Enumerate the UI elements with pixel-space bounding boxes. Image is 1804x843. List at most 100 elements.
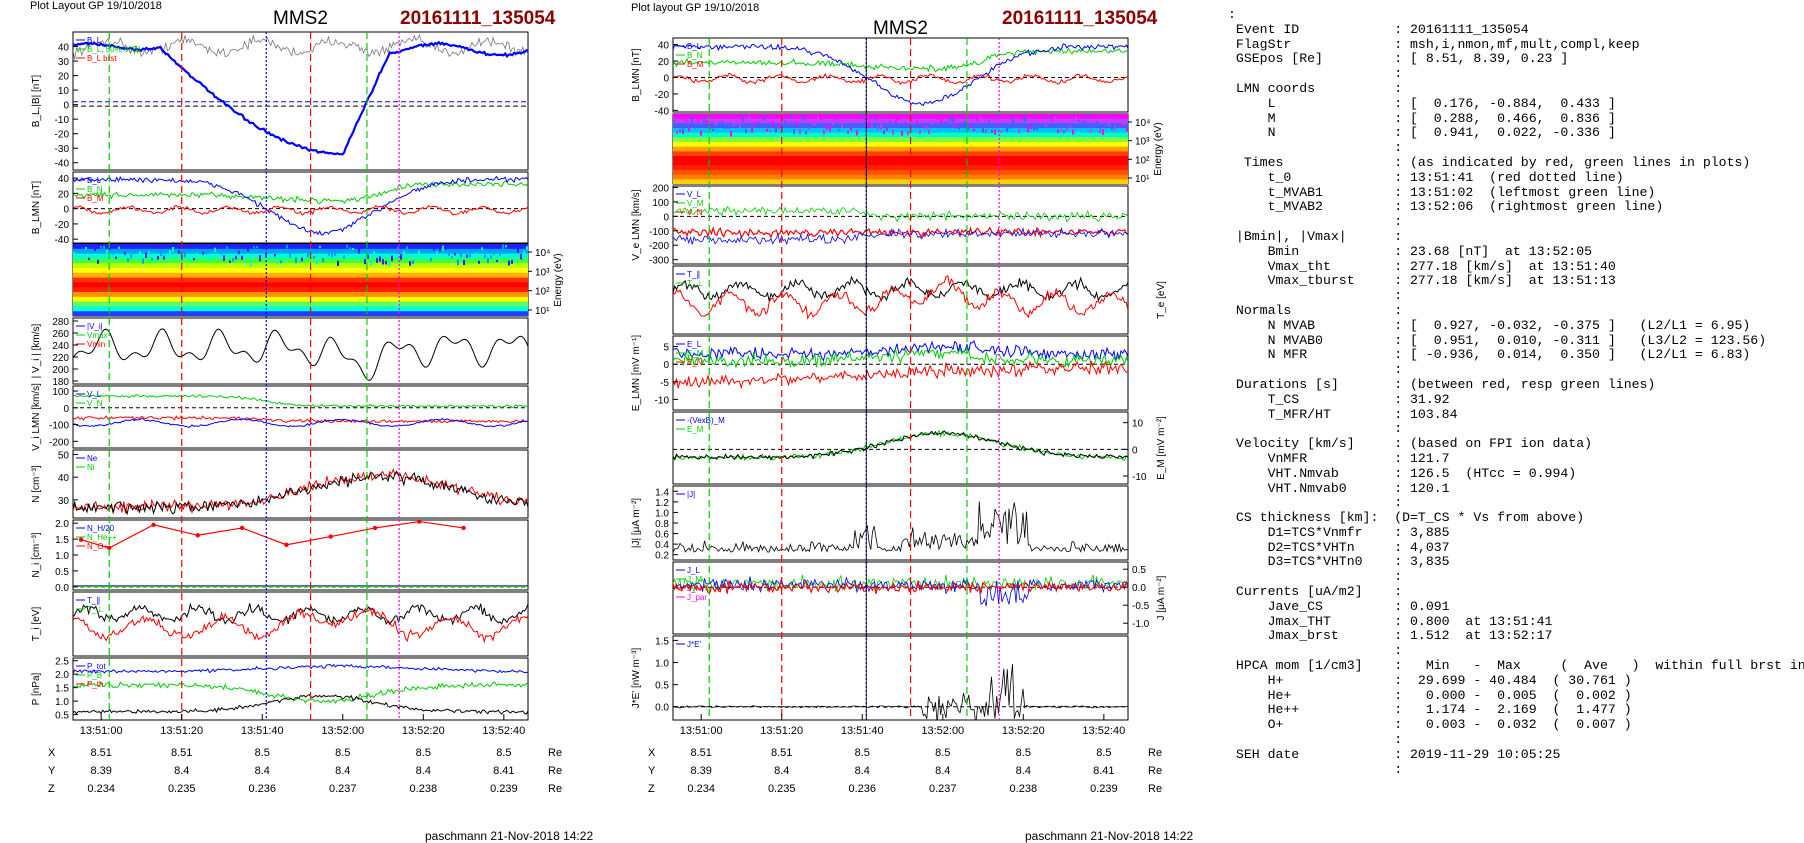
- spectrogram-speckle: [952, 117, 954, 123]
- xtick-label: 13:51:20: [160, 725, 203, 737]
- ytick-label: 0.0: [55, 583, 69, 594]
- ytick-label: 30: [58, 496, 70, 507]
- spectrogram-speckle: [229, 260, 231, 263]
- tperp-trace: [673, 275, 1128, 320]
- vn-trace: [73, 415, 528, 424]
- spectrogram-speckle: [1033, 126, 1035, 131]
- panel-frame-Ni_hpca: [72, 519, 529, 591]
- spectrogram-band: [673, 170, 1128, 176]
- summary-line: N MVAB0 : [ 0.951, 0.010, -0.311 ] (L3/L…: [1267, 332, 1767, 348]
- orbit-value: 0.238: [410, 783, 438, 795]
- ytick-label: 1.0: [655, 508, 669, 519]
- spectrogram-speckle: [703, 119, 705, 123]
- spectrogram-speckle: [979, 116, 981, 119]
- panel-absJ: [673, 493, 1128, 554]
- spectrogram-speckle: [1024, 116, 1026, 123]
- spectrogram-speckle: [307, 251, 309, 258]
- spectrogram-speckle: [1096, 120, 1098, 126]
- ytick-label: -100: [649, 227, 669, 238]
- orbit-value: 8.5: [496, 747, 511, 759]
- spectrogram-speckle: [727, 125, 729, 129]
- left-spacecraft-label: MMS2: [273, 8, 328, 29]
- orbit-value: 8.4: [255, 765, 270, 777]
- spectrogram-speckle: [214, 247, 216, 252]
- orbit-value: 8.5: [335, 747, 350, 759]
- legend-label: B_M: [687, 60, 704, 69]
- spectrogram-speckle: [451, 256, 453, 259]
- ytick-label: 20: [58, 72, 70, 83]
- spectrogram-speckle: [76, 257, 78, 260]
- panel-Te: [673, 273, 1128, 320]
- ylabel: | V_i | [km/s]: [31, 323, 42, 378]
- orbit-value: 8.4: [855, 765, 870, 777]
- legend-label: T_∥: [87, 596, 100, 605]
- orbit-value: 8.39: [690, 765, 711, 777]
- xtick-label: 13:51:20: [760, 725, 803, 737]
- spectrogram-band: [73, 253, 528, 259]
- ytick-label: 10¹: [1135, 174, 1150, 185]
- summary-line: Normals :: [1235, 302, 1403, 318]
- summary-line: N : [ 0.941, 0.022, -0.336 ]: [1267, 125, 1616, 141]
- spectrogram-speckle: [460, 252, 462, 258]
- spectrogram-speckle: [163, 255, 165, 260]
- spectrogram-speckle: [166, 260, 168, 263]
- spectrogram-speckle: [1108, 123, 1110, 127]
- ylabel: J*E' [nW m⁻³]: [631, 648, 642, 709]
- spectrogram-speckle: [889, 121, 891, 124]
- vl-trace: [73, 394, 528, 409]
- mid-spacecraft-label: MMS2: [873, 18, 928, 39]
- legend-label: P_th: [87, 680, 103, 689]
- ytick-label: 10³: [1135, 137, 1150, 148]
- ytick-label: 10²: [535, 287, 550, 298]
- summary-line: :: [1394, 362, 1403, 378]
- spectrogram-speckle: [868, 122, 870, 128]
- spectrogram-speckle: [283, 257, 285, 263]
- orbit-value: 8.4: [174, 765, 189, 777]
- summary-line: Bmin : 23.68 [nT] at 13:52:05: [1267, 243, 1593, 259]
- spectrogram-speckle: [718, 122, 720, 127]
- spectrogram-speckle: [859, 123, 861, 127]
- spectrogram-speckle: [463, 259, 465, 265]
- spectrogram-speckle: [1009, 124, 1011, 129]
- xtick-label: 13:51:40: [241, 725, 284, 737]
- spectrogram-speckle: [85, 246, 87, 250]
- legend-label: T_∥: [687, 270, 700, 279]
- ytick-label: 10: [1132, 419, 1144, 430]
- spectrogram-speckle: [994, 129, 996, 135]
- vm-trace: [73, 417, 528, 428]
- ytick-label: 20: [658, 57, 670, 68]
- spectrogram-speckle: [919, 129, 921, 135]
- ylabel: N [cm⁻³]: [31, 465, 42, 503]
- en-trace: [673, 360, 1128, 390]
- spectrogram-speckle: [325, 253, 327, 258]
- legend-label: J_N: [687, 584, 701, 593]
- spectrogram-speckle: [247, 245, 249, 252]
- spectrogram-speckle: [379, 256, 381, 262]
- spectrogram-speckle: [1102, 129, 1104, 136]
- spectrogram-speckle: [100, 245, 102, 252]
- bm-trace: [73, 180, 528, 205]
- spectrogram-band: [673, 123, 1128, 129]
- spectrogram-speckle: [1027, 126, 1029, 133]
- orbit-value: 0.237: [929, 783, 957, 795]
- orbit-unit: Re: [548, 783, 562, 795]
- orbit-row-label: Z: [48, 783, 55, 795]
- ylabel: B_L,|B| [nT]: [31, 75, 42, 128]
- spectrogram-band: [673, 132, 1128, 138]
- spectrogram-speckle: [148, 251, 150, 254]
- legend-label: V_M: [687, 199, 704, 208]
- spectrogram-speckle: [433, 245, 435, 251]
- spectrogram-speckle: [745, 128, 747, 134]
- spectrogram-speckle: [991, 129, 993, 134]
- spectrogram-speckle: [370, 260, 372, 266]
- spectrogram-speckle: [418, 250, 420, 257]
- ni-trace: [73, 470, 528, 516]
- spectrogram-speckle: [301, 257, 303, 262]
- spectrogram-speckle: [403, 250, 405, 255]
- panel-frame-Ti: [72, 591, 529, 657]
- spectrogram-speckle: [400, 254, 402, 260]
- spectrogram-speckle: [1081, 120, 1083, 124]
- ytick-label: 40: [658, 41, 670, 52]
- spectrogram-band: [73, 248, 528, 255]
- spectrogram-speckle: [850, 127, 852, 131]
